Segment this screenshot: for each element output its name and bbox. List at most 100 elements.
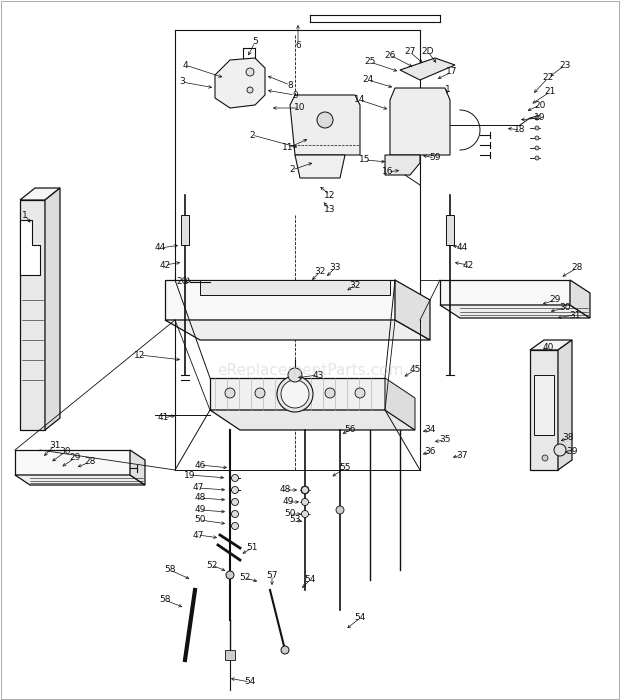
Circle shape [535,156,539,160]
Text: 19: 19 [534,113,546,122]
Text: 46: 46 [194,461,206,470]
Text: 50: 50 [284,510,296,519]
Text: 32: 32 [314,267,326,276]
Text: 11: 11 [282,144,294,153]
Text: 14: 14 [354,95,366,104]
Text: 12: 12 [135,351,146,360]
Circle shape [255,388,265,398]
Circle shape [231,475,239,482]
Circle shape [277,376,313,412]
Text: 44: 44 [154,244,166,253]
Text: 12: 12 [324,190,335,199]
Text: 5: 5 [252,38,258,46]
Text: 47: 47 [192,484,204,493]
Text: 52: 52 [206,561,218,570]
Circle shape [231,510,239,517]
Text: 38: 38 [562,433,574,442]
Text: 28: 28 [84,458,95,466]
Text: 57: 57 [266,570,278,580]
Text: 48: 48 [280,486,291,494]
Polygon shape [210,410,415,430]
Circle shape [336,506,344,514]
Text: 8: 8 [287,80,293,90]
Text: 18: 18 [514,125,526,134]
Text: 23: 23 [559,60,570,69]
Text: 39: 39 [566,447,578,456]
Text: 48: 48 [194,494,206,503]
Polygon shape [225,650,235,660]
Text: 36: 36 [424,447,436,456]
Polygon shape [440,280,570,305]
Text: 59: 59 [429,153,441,162]
Text: 37: 37 [456,451,467,459]
Text: 32: 32 [349,281,361,290]
Circle shape [226,571,234,579]
Text: 54: 54 [244,678,255,687]
Text: 43: 43 [312,370,324,379]
Polygon shape [15,475,145,485]
Circle shape [317,112,333,128]
Text: 1: 1 [22,211,28,220]
Polygon shape [530,350,558,470]
Text: 53: 53 [290,515,301,524]
Polygon shape [130,450,145,485]
Circle shape [535,126,539,130]
Circle shape [281,646,289,654]
Text: 9: 9 [292,90,298,99]
Text: 2D: 2D [422,48,434,57]
Text: 6: 6 [295,41,301,50]
Text: 31: 31 [49,440,61,449]
Text: eReplacementParts.com: eReplacementParts.com [217,363,403,377]
Polygon shape [215,58,265,108]
Polygon shape [20,188,60,200]
Polygon shape [390,88,450,155]
Text: 20: 20 [176,277,188,286]
Polygon shape [395,280,430,340]
Circle shape [281,380,309,408]
Text: 42: 42 [159,260,170,270]
Polygon shape [165,320,430,340]
Text: 21: 21 [544,88,556,97]
Text: 33: 33 [329,263,341,272]
Text: 44: 44 [456,244,467,253]
Text: 29: 29 [549,295,560,304]
Text: 20: 20 [534,101,546,109]
Text: 56: 56 [344,426,356,435]
Circle shape [301,498,309,505]
Polygon shape [534,375,554,435]
Text: 3: 3 [179,78,185,87]
Polygon shape [45,188,60,430]
Circle shape [231,522,239,529]
Polygon shape [165,280,395,320]
Circle shape [246,68,254,76]
Circle shape [535,136,539,140]
Text: 2: 2 [289,165,295,174]
Text: 50: 50 [194,515,206,524]
Circle shape [301,486,309,494]
Circle shape [535,116,539,120]
Text: 27: 27 [404,48,415,57]
Text: 31: 31 [569,311,581,319]
Polygon shape [530,340,572,350]
Text: 19: 19 [184,470,196,480]
Text: 28: 28 [571,263,583,272]
Text: 24: 24 [362,76,374,85]
Text: 49: 49 [282,498,294,507]
Polygon shape [385,378,415,430]
Text: 25: 25 [365,57,376,66]
Text: 30: 30 [60,447,71,456]
Text: 35: 35 [439,435,451,444]
Circle shape [301,486,309,493]
Polygon shape [400,58,455,80]
Polygon shape [570,280,590,318]
Circle shape [288,368,302,382]
Text: 49: 49 [194,505,206,514]
Text: 15: 15 [359,155,371,164]
Polygon shape [181,215,189,245]
Text: 58: 58 [159,596,170,605]
Text: 42: 42 [463,260,474,270]
Circle shape [247,87,253,93]
Polygon shape [446,215,454,245]
Text: 47: 47 [192,531,204,540]
Text: 34: 34 [424,426,436,435]
